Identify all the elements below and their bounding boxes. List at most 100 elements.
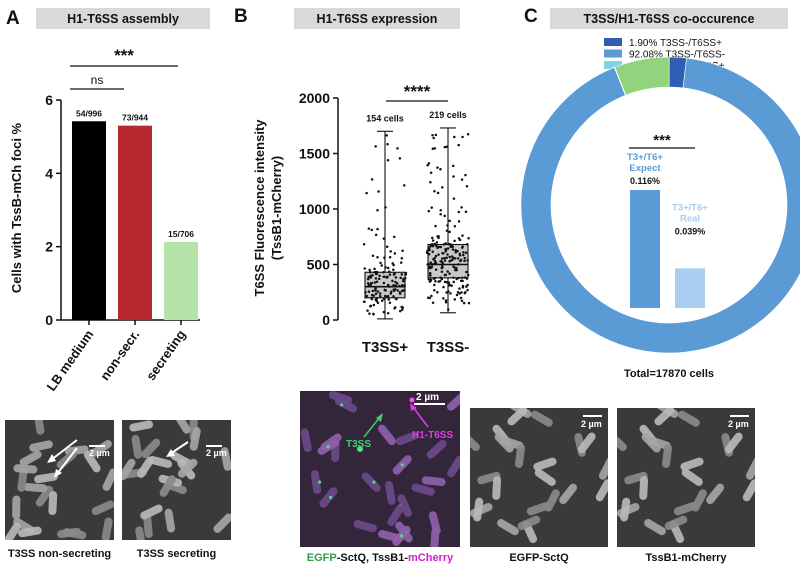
caption-b1: EGFP-SctQ, TssB1-mCherry xyxy=(296,552,464,564)
cell xyxy=(624,471,648,485)
arrow-icon xyxy=(50,439,78,461)
point-b xyxy=(431,239,435,242)
point-b xyxy=(460,206,463,209)
cell xyxy=(620,497,631,522)
cell xyxy=(447,391,460,411)
cell xyxy=(131,434,143,459)
x-tick-label-a: secreting xyxy=(143,327,188,383)
cell-field xyxy=(300,391,460,547)
micro-b-egfp: 2 µm xyxy=(470,408,608,547)
y-tick-label-b: 1500 xyxy=(299,146,330,162)
point-b xyxy=(371,273,374,277)
point-b xyxy=(443,259,447,262)
point-b xyxy=(433,283,436,287)
count-label-b: 154 cells xyxy=(366,113,404,123)
cell xyxy=(377,424,396,446)
point-b xyxy=(453,266,456,269)
cell xyxy=(681,468,703,486)
cell xyxy=(677,410,700,427)
cell xyxy=(395,431,419,446)
point-b xyxy=(372,312,375,316)
point-b xyxy=(388,273,392,276)
point-b xyxy=(426,249,429,253)
cell-field xyxy=(5,420,114,540)
point-b xyxy=(444,301,448,304)
y-tick-label-b: 500 xyxy=(307,257,331,273)
point-b xyxy=(428,271,432,275)
point-b xyxy=(455,277,458,281)
point-b xyxy=(437,236,440,240)
point-b xyxy=(467,273,470,277)
arrowhead-icon xyxy=(410,403,417,411)
point-b xyxy=(398,309,402,313)
point-b xyxy=(382,271,385,274)
cell xyxy=(48,491,58,516)
point-b xyxy=(442,285,445,289)
point-b xyxy=(429,181,432,184)
legend-label-c: 1.90% T3SS-/T6SS+ xyxy=(629,38,722,49)
green-focus xyxy=(317,480,322,484)
cell xyxy=(91,500,114,516)
caption-b2: EGFP-SctQ xyxy=(509,552,569,564)
y-tick-label-a: 6 xyxy=(45,92,53,108)
cell xyxy=(90,440,112,457)
point-b xyxy=(463,291,467,295)
point-b xyxy=(446,224,449,227)
arrow-icon xyxy=(363,416,381,438)
point-b xyxy=(431,250,435,254)
point-b xyxy=(371,254,375,258)
point-b xyxy=(457,210,461,214)
caption-b1-part: EGFP xyxy=(306,552,337,564)
cell xyxy=(35,485,54,507)
point-b xyxy=(460,276,464,280)
point-b xyxy=(404,273,408,276)
point-b xyxy=(439,167,442,171)
point-b xyxy=(394,276,398,279)
point-b xyxy=(458,254,462,257)
cell xyxy=(12,495,21,520)
arrowhead-icon xyxy=(376,413,383,422)
micro-b-mcherry: 2 µm xyxy=(617,408,755,547)
cell xyxy=(220,447,231,471)
cell-field xyxy=(470,408,608,544)
point-b xyxy=(382,297,386,301)
cell xyxy=(411,483,435,496)
cell xyxy=(559,483,578,505)
arrowhead-icon xyxy=(166,449,175,457)
sig-ns-a: ns xyxy=(91,73,104,87)
point-b xyxy=(441,186,444,189)
y-tick-label-a: 0 xyxy=(45,312,53,328)
point-b xyxy=(403,288,406,292)
bar-a xyxy=(118,125,152,321)
cell xyxy=(595,479,608,502)
point-b xyxy=(365,191,368,195)
point-b xyxy=(434,133,438,137)
scalebar-overlay xyxy=(730,415,749,417)
point-b xyxy=(376,209,379,212)
point-b xyxy=(369,276,372,279)
point-b xyxy=(444,299,448,302)
point-b xyxy=(445,291,448,294)
point-b xyxy=(386,266,390,270)
point-b xyxy=(427,278,431,281)
point-b xyxy=(461,286,465,289)
point-b xyxy=(464,173,467,177)
point-b xyxy=(382,310,386,314)
point-b xyxy=(396,282,399,285)
point-b xyxy=(456,257,460,260)
ylabel-b-line1: T6SS Fluorescence intensity xyxy=(252,119,267,297)
scalebar-label: 2 µm xyxy=(89,448,110,458)
point-b xyxy=(435,244,438,248)
green-focus xyxy=(400,463,404,467)
point-b xyxy=(452,197,456,200)
cell xyxy=(174,420,191,434)
point-b xyxy=(382,281,386,285)
point-b xyxy=(370,296,374,300)
point-b xyxy=(436,246,439,250)
point-b xyxy=(448,272,451,275)
cell xyxy=(19,450,42,467)
point-b xyxy=(427,253,431,256)
point-b xyxy=(443,273,447,277)
arrow-icon xyxy=(169,441,189,455)
